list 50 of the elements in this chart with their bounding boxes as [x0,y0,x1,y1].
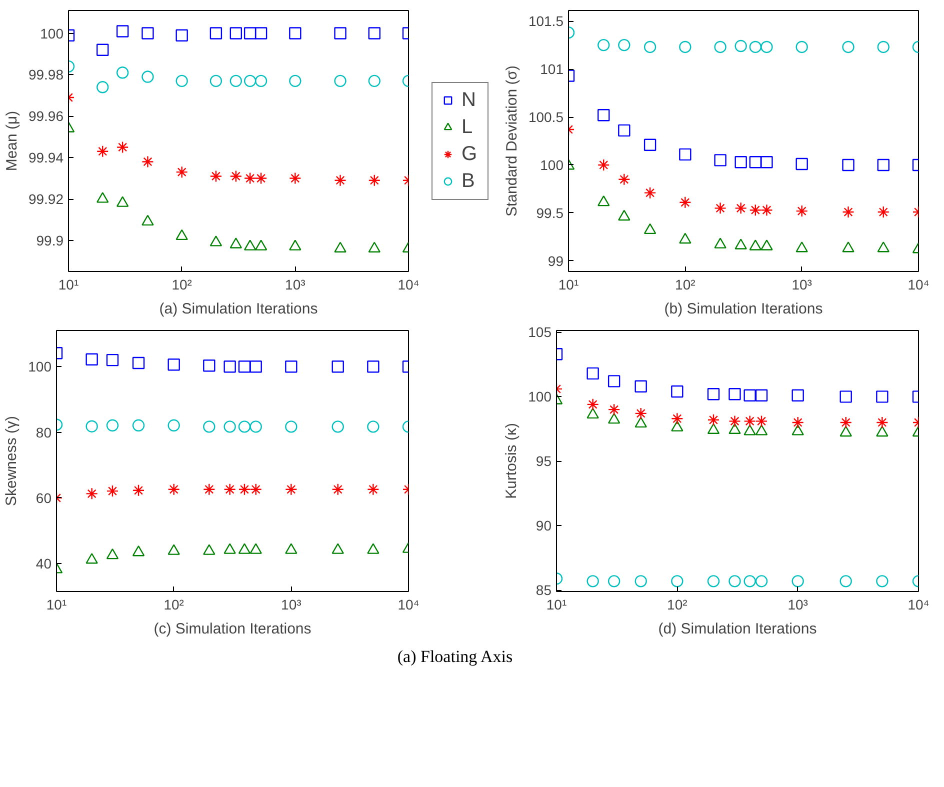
x-tick-label: 10⁴ [908,596,930,612]
legend-label: B [462,170,476,192]
y-tick-label: 101.5 [528,13,564,30]
x-tick-label: 10³ [792,276,812,292]
y-tick-label: 100 [528,388,552,405]
legend-label: N [462,88,477,112]
y-tick-label: 99.5 [536,204,564,221]
y-tick-label: 99.9 [36,232,64,248]
text: (a) Floating Axis [397,646,513,668]
x-tick-label: 10² [667,596,688,612]
y-tick-label: 99.92 [28,191,64,207]
x-tick-label: 10² [675,276,696,292]
y-axis-title: Mean (μ) [3,110,20,172]
y-tick-label: 100 [540,156,564,173]
x-axis-title: (c) Simulation Iterations [154,620,312,638]
y-tick-label: 60 [36,490,52,506]
y-tick-label: 40 [36,556,52,572]
x-axis-title: (d) Simulation Iterations [658,620,817,638]
legend-label: G [462,142,478,166]
y-tick-label: 80 [36,424,52,440]
y-tick-label: 95 [536,453,552,470]
y-tick-label: 90 [536,518,552,534]
x-tick-label: 10³ [788,596,808,612]
y-tick-label: 101 [540,61,564,78]
x-tick-label: 10¹ [546,596,567,612]
y-tick-label: 100.5 [528,109,564,126]
x-tick-label: 10¹ [558,276,579,292]
y-tick-label: 85 [536,582,552,598]
x-axis-title: (b) Simulation Iterations [664,300,823,318]
legend-label: L [462,116,474,138]
y-tick-label: 99 [548,252,564,269]
x-axis-title: (a) Simulation Iterations [159,300,318,318]
x-tick-label: 10³ [281,596,302,612]
y-tick-label: 99.96 [28,108,64,124]
x-tick-label: 10³ [285,276,306,292]
y-tick-label: 100 [28,358,52,375]
y-axis-title: Standard Deviation (σ) [503,65,520,216]
y-tick-label: 99.98 [28,66,64,83]
x-tick-label: 10² [164,596,184,612]
x-tick-label: 10⁴ [398,276,420,292]
y-tick-label: 105 [528,324,552,340]
x-tick-label: 10¹ [58,276,79,292]
y-tick-label: 100 [40,25,64,42]
y-tick-label: 99.94 [28,150,64,166]
x-tick-label: 10² [172,276,192,292]
y-axis-title: Kurtosis (κ) [503,423,520,499]
x-tick-label: 10⁴ [398,596,420,612]
y-axis-title: Skewness (γ) [3,416,20,506]
x-tick-label: 10⁴ [908,276,930,292]
x-tick-label: 10¹ [46,596,67,612]
